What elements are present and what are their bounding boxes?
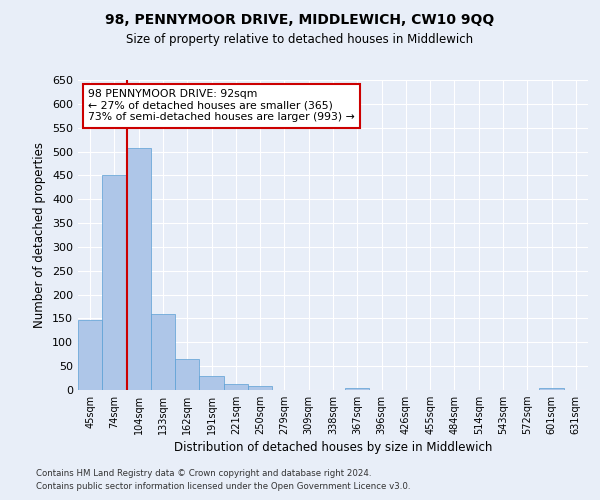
- Bar: [175, 359, 199, 390]
- Text: 98 PENNYMOOR DRIVE: 92sqm
← 27% of detached houses are smaller (365)
73% of semi: 98 PENNYMOOR DRIVE: 92sqm ← 27% of detac…: [88, 90, 355, 122]
- Y-axis label: Number of detached properties: Number of detached properties: [34, 142, 46, 328]
- Bar: [78, 320, 102, 390]
- Text: 98, PENNYMOOR DRIVE, MIDDLEWICH, CW10 9QQ: 98, PENNYMOOR DRIVE, MIDDLEWICH, CW10 9Q…: [106, 12, 494, 26]
- Bar: [127, 148, 151, 390]
- Text: Contains public sector information licensed under the Open Government Licence v3: Contains public sector information licen…: [36, 482, 410, 491]
- Bar: [539, 388, 564, 390]
- Text: Contains HM Land Registry data © Crown copyright and database right 2024.: Contains HM Land Registry data © Crown c…: [36, 468, 371, 477]
- Bar: [224, 384, 248, 390]
- Text: Size of property relative to detached houses in Middlewich: Size of property relative to detached ho…: [127, 32, 473, 46]
- Bar: [248, 386, 272, 390]
- X-axis label: Distribution of detached houses by size in Middlewich: Distribution of detached houses by size …: [174, 442, 492, 454]
- Bar: [199, 376, 224, 390]
- Bar: [102, 176, 127, 390]
- Bar: [151, 314, 175, 390]
- Bar: [345, 388, 370, 390]
